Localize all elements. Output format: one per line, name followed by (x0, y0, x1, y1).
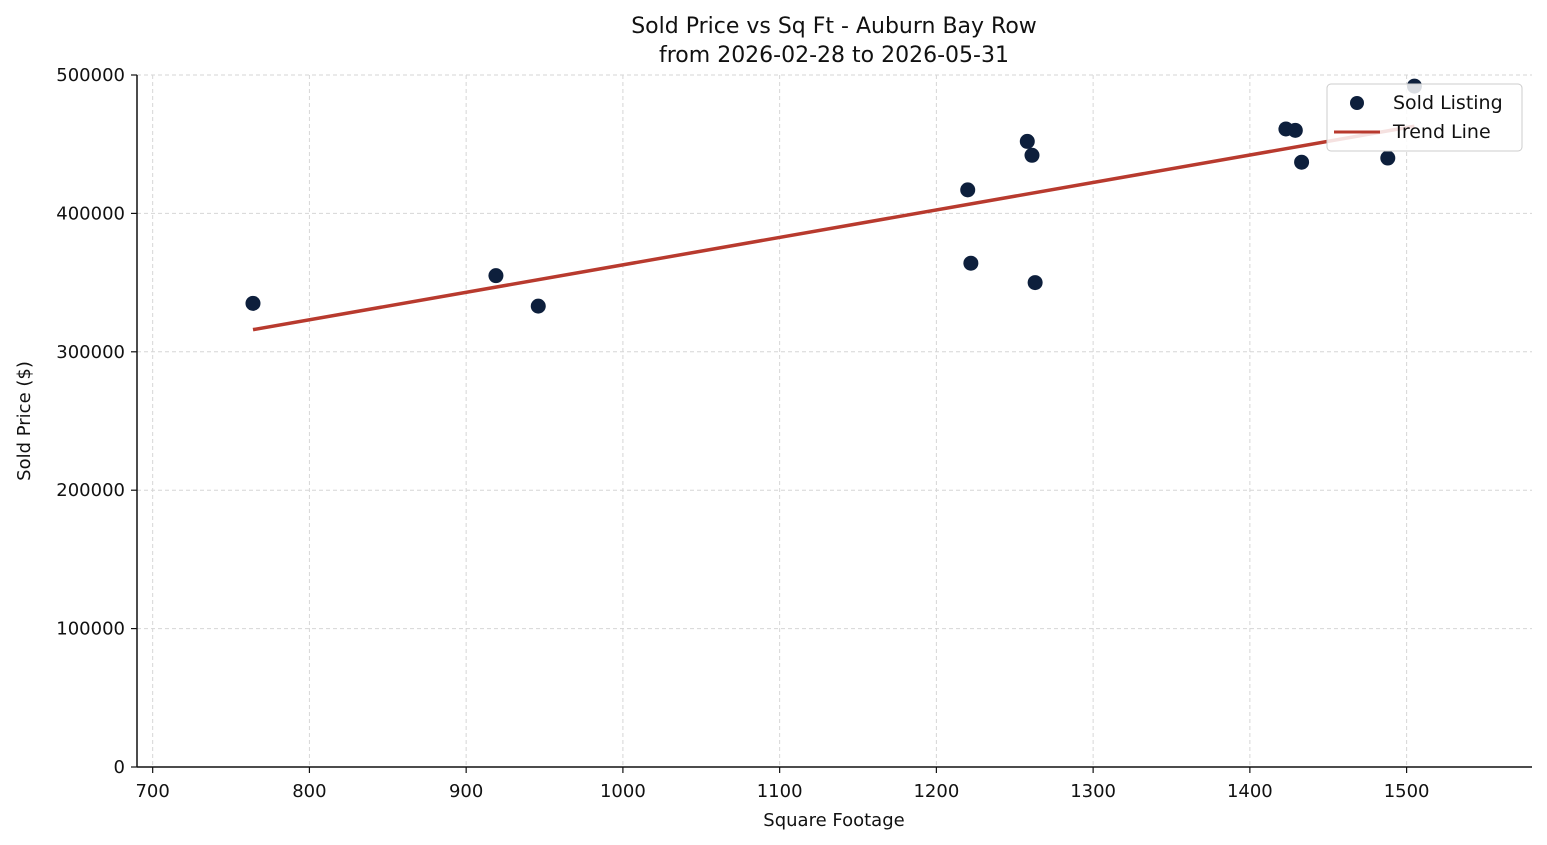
data-point (530, 298, 546, 314)
x-axis-ticks: 700 800 900 1000 1100 1200 1300 1400 1500 (135, 767, 1430, 802)
y-tick-label: 0 (114, 757, 125, 778)
chart-title-line2: from 2026-02-28 to 2026-05-31 (659, 43, 1009, 68)
legend-label-sold-listing: Sold Listing (1393, 92, 1503, 114)
x-tick-label: 800 (292, 781, 326, 802)
legend-label-trend-line: Trend Line (1392, 121, 1491, 143)
data-point (960, 182, 976, 198)
x-tick-label: 1000 (600, 781, 646, 802)
y-tick-label: 100000 (56, 619, 125, 640)
scatter-points (245, 78, 1422, 314)
y-tick-label: 200000 (56, 480, 125, 501)
x-tick-label: 900 (449, 781, 483, 802)
chart-title-line1: Sold Price vs Sq Ft - Auburn Bay Row (631, 14, 1037, 39)
trend-line-layer (252, 124, 1415, 332)
x-tick-label: 1400 (1227, 781, 1273, 802)
data-point (1380, 150, 1396, 166)
legend-box (1326, 83, 1523, 152)
data-point (1287, 122, 1303, 138)
x-tick-label: 1200 (913, 781, 959, 802)
x-tick-label: 1100 (757, 781, 803, 802)
x-tick-label: 1500 (1384, 781, 1430, 802)
x-tick-label: 700 (135, 781, 169, 802)
data-point (1019, 133, 1035, 149)
y-axis-ticks: 0 100000 200000 300000 400000 500000 (56, 65, 137, 778)
x-axis-label: Square Footage (763, 810, 904, 831)
x-tick-label: 1300 (1070, 781, 1116, 802)
y-tick-label: 500000 (56, 65, 125, 86)
data-point (1294, 154, 1310, 170)
legend-marker-sold-listing (1350, 96, 1364, 110)
y-tick-label: 400000 (56, 203, 125, 224)
y-axis-label: Sold Price ($) (14, 361, 35, 481)
data-point (1027, 275, 1043, 291)
data-point (963, 255, 979, 271)
data-point (1024, 147, 1040, 163)
trend-line (252, 124, 1415, 332)
data-point (488, 268, 504, 284)
data-point (245, 295, 261, 311)
legend: Sold Listing Trend Line (1326, 83, 1523, 152)
y-tick-label: 300000 (56, 342, 125, 363)
grid-lines (137, 74, 1532, 768)
